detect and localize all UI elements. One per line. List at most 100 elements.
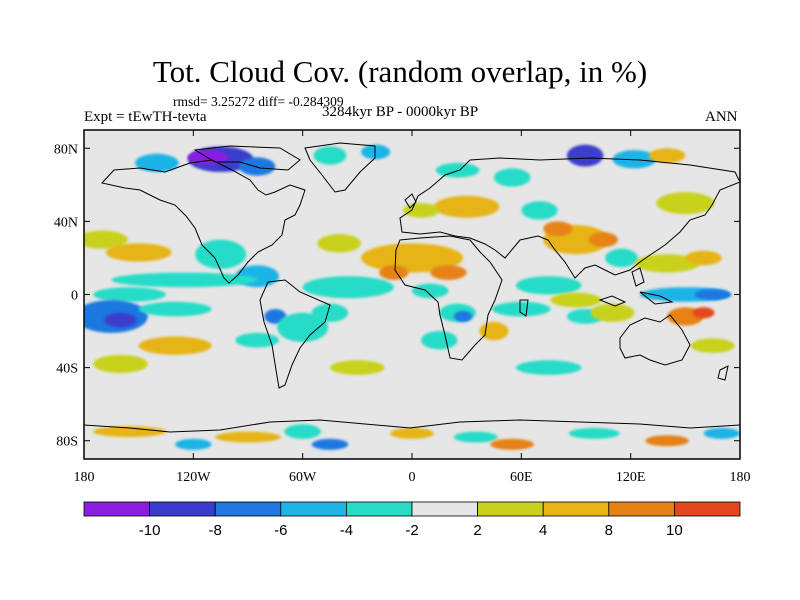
anomaly-region-30 — [93, 287, 166, 302]
anomaly-region-68 — [703, 427, 740, 439]
anomaly-region-65 — [490, 438, 535, 450]
colorbar-label-5: 2 — [473, 522, 481, 539]
anomaly-region-7 — [612, 150, 657, 169]
coastline-greenland — [304, 142, 376, 193]
anomaly-region-19 — [430, 265, 467, 280]
coastline-islands — [404, 193, 729, 381]
anomaly-region-52 — [590, 303, 635, 322]
x-tick-label-2: 60W — [289, 470, 317, 485]
anomaly-region-29 — [111, 272, 258, 288]
anomaly-region-12 — [402, 203, 440, 218]
colorbar-swatch-9 — [674, 501, 741, 517]
colorbar-label-2: -6 — [274, 522, 287, 539]
anomaly-region-45 — [93, 354, 148, 374]
anomaly-region-50 — [492, 301, 551, 317]
anomaly-region-66 — [568, 427, 620, 439]
colorbar-swatch-4 — [345, 501, 413, 517]
anomaly-region-8 — [648, 148, 686, 163]
anomaly-region-18 — [360, 243, 464, 273]
y-tick-label-4: 80S — [56, 435, 78, 450]
anomaly-region-2 — [238, 157, 276, 176]
coastline-arctic-islands — [193, 145, 301, 171]
colorbar-swatch-8 — [608, 501, 675, 517]
anomaly-region-41 — [277, 312, 329, 343]
anomaly-region-48 — [421, 331, 458, 350]
anomaly-region-43 — [235, 332, 279, 348]
anomaly-region-64 — [453, 431, 498, 443]
anomaly-region-20 — [379, 265, 409, 280]
x-tick-label-5: 120E — [616, 470, 646, 485]
colorbar-label-7: 8 — [605, 522, 613, 539]
anomaly-region-42 — [311, 303, 349, 322]
colorbar-label-4: -2 — [405, 522, 418, 539]
colorbar-swatch-0 — [83, 501, 150, 517]
anomaly-region-26 — [685, 250, 722, 266]
anomaly-region-24 — [605, 248, 638, 268]
anomaly-region-39 — [138, 301, 212, 317]
anomaly-region-47 — [453, 310, 473, 322]
anomaly-region-23 — [588, 232, 618, 247]
anomaly-region-14 — [656, 192, 715, 215]
anomaly-layer — [84, 144, 740, 450]
axis-ticks: 180 120W 60W 0 60E 120E 180 80N 40N 0 40S 80S — [54, 130, 751, 485]
anomaly-region-67 — [645, 435, 689, 447]
colorbar-swatch-7 — [542, 501, 610, 517]
anomaly-region-59 — [175, 438, 212, 450]
anomaly-region-34 — [550, 292, 602, 308]
y-tick-label-3: 40S — [56, 362, 78, 377]
coastline-africa — [394, 235, 503, 361]
anomaly-region-58 — [93, 426, 166, 438]
anomaly-region-10 — [435, 162, 480, 178]
anomaly-region-54 — [692, 307, 715, 319]
anomaly-region-62 — [311, 438, 349, 450]
x-tick-label-0: 180 — [74, 470, 95, 485]
colorbar-label-6: 4 — [539, 522, 547, 539]
colorbar-label-3: -4 — [340, 522, 353, 539]
experiment-label: Expt = tEwTH-tevta — [84, 109, 207, 125]
colorbar-swatch-3 — [280, 501, 347, 517]
anomaly-region-56 — [515, 360, 582, 375]
anomaly-region-25 — [634, 254, 700, 273]
anomaly-region-61 — [284, 424, 321, 439]
anomaly-region-33 — [515, 276, 582, 295]
anomaly-region-13 — [521, 201, 558, 220]
chart-title: Tot. Cloud Cov. (random overlap, in %) — [152, 54, 648, 89]
anomaly-region-63 — [390, 427, 434, 439]
colorbar: -10 -8 -6 -4 -2 2 4 8 10 — [83, 501, 741, 539]
anomaly-region-38 — [104, 312, 137, 328]
anomaly-region-32 — [412, 283, 449, 299]
anomaly-region-9 — [494, 168, 531, 187]
anomaly-region-27 — [195, 239, 247, 269]
y-tick-label-0: 80N — [54, 142, 78, 157]
anomaly-region-11 — [433, 195, 500, 218]
coastline-eurasia — [399, 157, 740, 279]
coastline-antarctica — [84, 419, 740, 433]
anomaly-region-5 — [360, 144, 391, 160]
anomaly-region-3 — [135, 153, 179, 173]
colorbar-label-8: 10 — [666, 522, 683, 539]
anomaly-region-15 — [84, 230, 128, 249]
anomaly-region-16 — [105, 243, 172, 262]
anomaly-region-31 — [302, 276, 394, 299]
anomaly-region-36 — [694, 289, 731, 300]
season-label: ANN — [705, 109, 738, 125]
anomaly-region-55 — [690, 338, 735, 353]
x-tick-label-3: 0 — [409, 470, 416, 485]
anomaly-region-17 — [317, 234, 361, 253]
anomaly-region-49 — [479, 321, 509, 341]
anomaly-region-4 — [313, 146, 347, 165]
colorbar-label-0: -10 — [139, 522, 161, 539]
colorbar-swatch-6 — [477, 501, 544, 517]
y-tick-label-2: 0 — [71, 289, 78, 304]
anomaly-region-44 — [138, 336, 212, 355]
anomaly-region-6 — [566, 144, 604, 167]
x-tick-label-6: 180 — [730, 470, 751, 485]
anomaly-region-22 — [543, 221, 573, 237]
colorbar-label-1: -8 — [209, 522, 222, 539]
y-tick-label-1: 40N — [54, 215, 78, 230]
x-tick-label-1: 120W — [176, 470, 211, 485]
stats-label: rmsd= 3.25272 diff= -0.284309 — [173, 94, 344, 109]
coastlines — [84, 142, 740, 433]
coastline-australia — [619, 314, 691, 366]
